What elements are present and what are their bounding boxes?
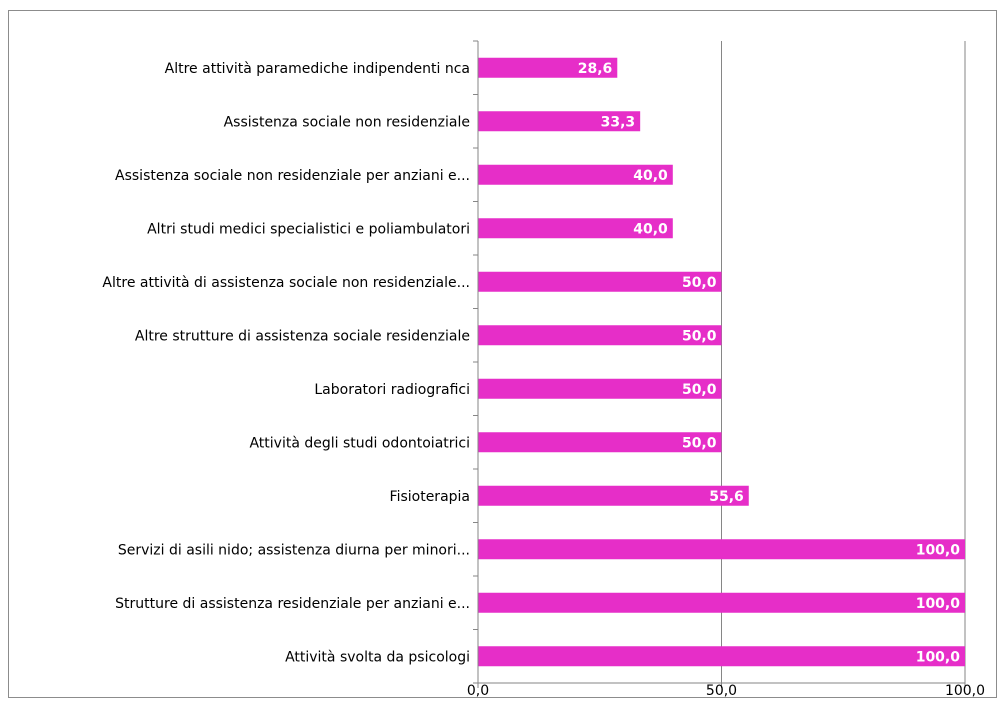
category-label-2: Assistenza sociale non residenziale per …	[115, 168, 470, 184]
data-label-8: 55,6	[709, 489, 744, 505]
category-label-3: Altri studi medici specialistici e polia…	[147, 221, 470, 237]
category-label-8: Fisioterapia	[390, 489, 470, 505]
bar-8	[478, 485, 749, 506]
data-label-3: 40,0	[633, 221, 668, 237]
chart-area: Altre attività paramediche indipendenti …	[8, 10, 997, 699]
data-label-11: 100,0	[916, 649, 961, 665]
x-tick-label-0: 0,0	[467, 683, 489, 699]
data-label-4: 50,0	[682, 275, 717, 291]
data-label-6: 50,0	[682, 382, 717, 398]
bar-0	[478, 57, 618, 78]
data-label-7: 50,0	[682, 435, 717, 451]
category-label-4: Altre attività di assistenza sociale non…	[102, 275, 470, 291]
data-label-1: 33,3	[601, 114, 636, 130]
bar-chart: Altre attività paramediche indipendenti …	[102, 40, 985, 699]
category-label-1: Assistenza sociale non residenziale	[224, 114, 470, 130]
category-label-7: Attività degli studi odontoiatrici	[249, 435, 470, 451]
x-tick-label-1: 50,0	[706, 683, 737, 699]
data-label-2: 40,0	[633, 168, 668, 184]
bar-2	[478, 164, 673, 185]
category-label-5: Altre strutture di assistenza sociale re…	[135, 328, 470, 344]
bar-1	[478, 111, 641, 132]
category-label-9: Servizi di asili nido; assistenza diurna…	[118, 542, 470, 558]
category-label-0: Altre attività paramediche indipendenti …	[165, 61, 470, 77]
data-label-5: 50,0	[682, 328, 717, 344]
category-label-10: Strutture di assistenza residenziale per…	[115, 596, 470, 612]
category-label-11: Attività svolta da psicologi	[285, 649, 470, 665]
category-label-6: Laboratori radiografici	[314, 382, 470, 398]
bar-7	[478, 432, 722, 453]
bar-10	[478, 592, 965, 613]
x-tick-label-2: 100,0	[945, 683, 985, 699]
bar-9	[478, 539, 965, 560]
data-label-0: 28,6	[578, 61, 613, 77]
bar-4	[478, 271, 722, 292]
bar-6	[478, 378, 722, 399]
bar-11	[478, 646, 965, 667]
data-label-10: 100,0	[916, 596, 961, 612]
bar-5	[478, 325, 722, 346]
bar-3	[478, 218, 673, 239]
data-label-9: 100,0	[916, 542, 961, 558]
